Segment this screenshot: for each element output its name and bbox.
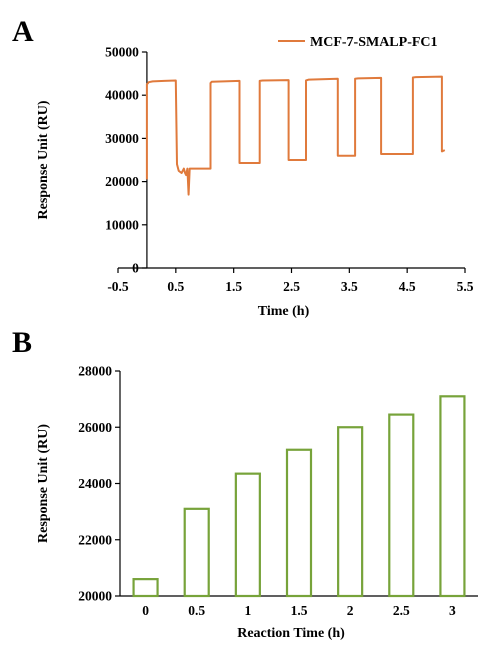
chart-b-y-tick-label: 20000	[78, 589, 112, 604]
chart-b-x-axis-title: Reaction Time (h)	[237, 626, 345, 641]
chart-b-bar	[183, 507, 210, 598]
chart-b-bar	[439, 395, 466, 598]
chart-b-x-tick-label: 2	[347, 603, 354, 618]
chart-a-x-tick-label: 0.5	[167, 279, 184, 294]
chart-a-x-tick-label: 3.5	[341, 279, 358, 294]
panel-a-letter: A	[12, 15, 34, 48]
chart-a-y-tick-label: 50000	[105, 45, 139, 60]
chart-b-x-tick-label: 0.5	[188, 603, 205, 618]
chart-b-bar	[234, 472, 261, 598]
chart-b-y-tick-label: 24000	[78, 476, 112, 491]
chart-a-y-ticks: 0 10000 20000 30000 40000 50000	[105, 45, 147, 276]
chart-a-x-tick-label: -0.5	[107, 279, 129, 294]
chart-b-bar	[285, 448, 313, 598]
chart-b-x-ticks: 0 0.5 1 1.5 2 2.5 3	[142, 603, 456, 618]
chart-b-y-tick-label: 26000	[78, 420, 112, 435]
chart-a-y-tick-label: 40000	[105, 88, 139, 103]
chart-b-y-axis-title: Response Unit (RU)	[36, 424, 51, 543]
chart-a-x-tick-label: 4.5	[399, 279, 416, 294]
chart-b-x-tick-label: 0	[142, 603, 149, 618]
chart-b-bars	[132, 395, 466, 598]
chart-b-bar	[132, 578, 159, 598]
chart-a-y-tick-label: 20000	[105, 174, 139, 189]
chart-a-y-tick-label: 0	[132, 261, 139, 276]
chart-a-x-ticks: -0.5 0.5 1.5 2.5 3.5 4.5 5.5	[107, 268, 474, 294]
chart-a-x-tick-label: 1.5	[225, 279, 242, 294]
chart-a: 0 10000 20000 30000 40000 50000 -0.5 0.5 1.5 2.5…	[36, 35, 474, 319]
chart-b-y-tick-label: 28000	[78, 364, 112, 379]
chart-b-bar	[337, 426, 364, 598]
chart-b-x-tick-label: 3	[449, 603, 456, 618]
chart-a-y-tick-label: 30000	[105, 131, 139, 146]
chart-a-series-line	[145, 75, 446, 196]
chart-b-x-tick-label: 1	[244, 603, 251, 618]
chart-a-y-axis-title: Response Unit (RU)	[36, 100, 51, 219]
chart-a-x-tick-label: 2.5	[283, 279, 300, 294]
panel-b-letter: B	[12, 326, 32, 359]
chart-a-y-tick-label: 10000	[105, 217, 139, 232]
chart-a-x-tick-label: 5.5	[457, 279, 474, 294]
chart-a-legend-label: MCF-7-SMALP-FC1	[310, 35, 438, 50]
chart-a-x-axis-title: Time (h)	[258, 304, 310, 319]
chart-b-bar	[388, 413, 415, 598]
chart-b-y-ticks: 20000 22000 24000 26000 28000	[78, 364, 120, 604]
chart-b-x-tick-label: 1.5	[291, 603, 308, 618]
chart-b-x-tick-label: 2.5	[393, 603, 410, 618]
chart-b-y-tick-label: 22000	[78, 532, 112, 547]
